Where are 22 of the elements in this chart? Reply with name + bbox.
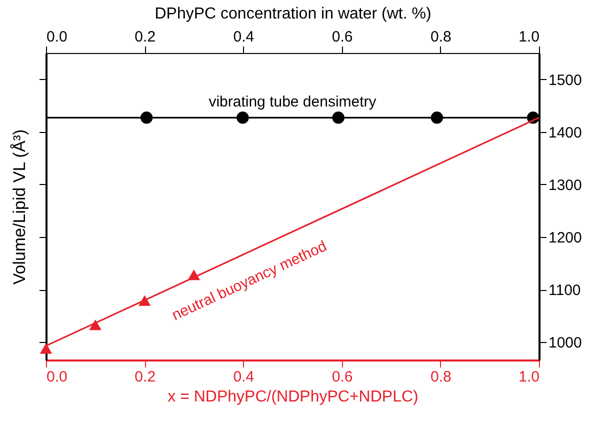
annotation: vibrating tube densimetry — [208, 94, 377, 111]
x2-tick-label: 0.8 — [430, 28, 452, 46]
x2-tick-label: 0.0 — [46, 28, 68, 46]
y-tick-label: 1000 — [548, 334, 582, 352]
x-tick-label: 0.8 — [430, 368, 452, 386]
x-tick-label: 0.2 — [134, 368, 156, 386]
y-tick-label: 1400 — [548, 124, 582, 142]
x2-tick-label: 0.4 — [233, 28, 254, 46]
x-tick-label: 0.4 — [233, 368, 254, 386]
x-tick-label: 0.6 — [332, 368, 353, 386]
y-tick-label: 1100 — [548, 282, 581, 300]
y-tick-label: 1300 — [548, 176, 582, 194]
x-tick-label: 0.0 — [46, 368, 68, 386]
x-tick-label: 1.0 — [518, 368, 540, 386]
y-tick-label: 1500 — [548, 72, 582, 89]
x2-tick-label: 1.0 — [518, 28, 540, 46]
y-tick-label: 1200 — [548, 229, 582, 246]
y-axis-title: Volume/Lipid VL (Å³) — [10, 129, 29, 285]
x-axis-title: x = NDPhyPC/(NDPhyPC+NDPLC) — [168, 388, 418, 406]
x2-tick-label: 0.6 — [332, 28, 353, 46]
x2-tick-label: 0.2 — [134, 28, 156, 46]
x2-axis-title: DPhyPC concentration in water (wt. %) — [154, 6, 432, 22]
